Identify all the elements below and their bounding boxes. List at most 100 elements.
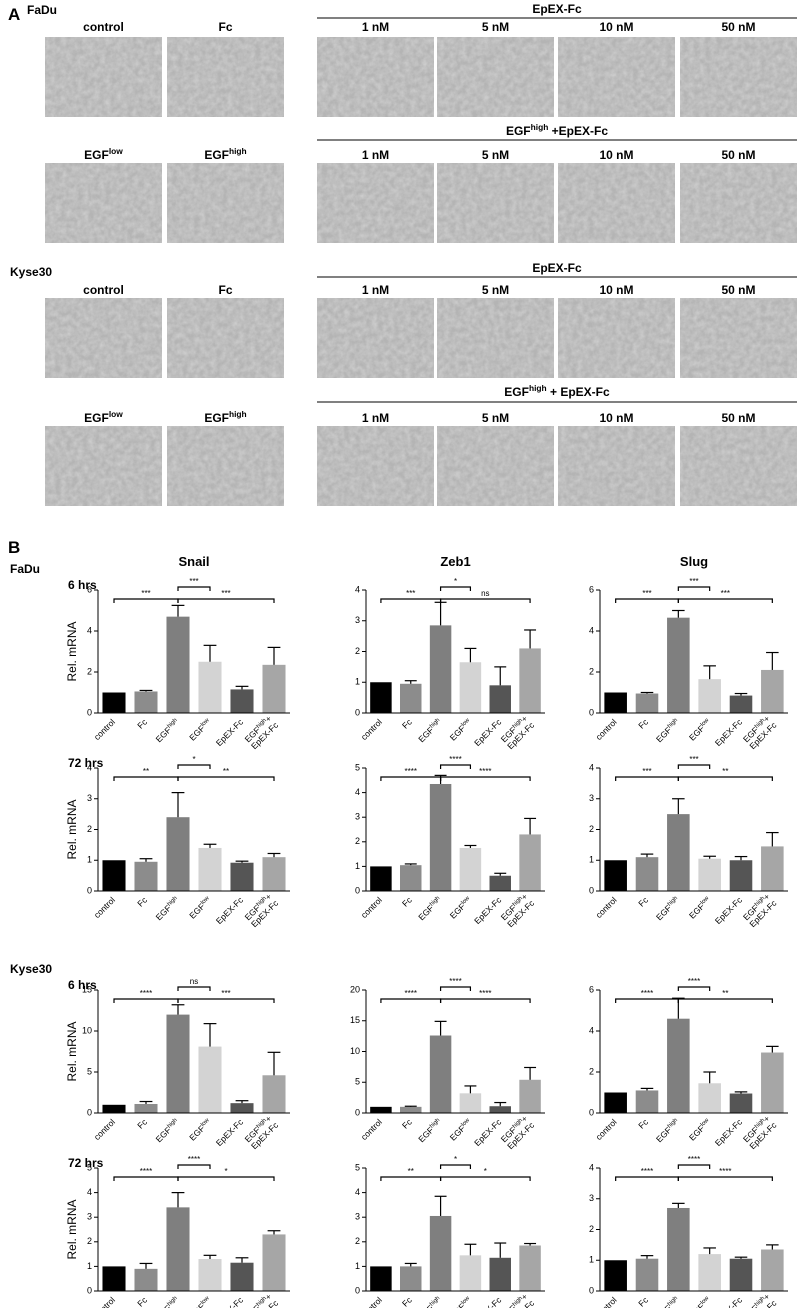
significance-bracket — [380, 776, 442, 781]
bar — [429, 783, 452, 891]
x-tick-label: EpEX-Fc — [713, 1294, 745, 1308]
significance-label: **** — [688, 977, 700, 986]
bar — [761, 846, 784, 891]
significance-bracket — [677, 986, 711, 991]
y-axis-label: Rel. mRNA — [65, 1021, 79, 1081]
time-label: 6 hrs — [68, 978, 97, 992]
significance-bracket — [380, 598, 442, 603]
x-tick-label: control — [594, 1117, 619, 1142]
y-axis-label: Rel. mRNA — [65, 1199, 79, 1259]
y-tick-label: 0 — [589, 1107, 594, 1117]
x-tick-label: EGFhigh — [154, 717, 181, 744]
x-tick-label: EGFhigh — [654, 895, 681, 922]
y-tick-label: 0 — [355, 885, 360, 895]
x-tick-label: EGFhigh — [154, 1117, 181, 1144]
x-tick-label: EGFhigh — [416, 717, 443, 744]
significance-label: **** — [719, 1167, 731, 1176]
x-tick-label: EGFhigh+EpEX-Fc — [499, 1113, 537, 1151]
bar — [429, 1215, 452, 1291]
significance-bracket — [615, 1176, 679, 1181]
y-tick-label: 4 — [589, 1162, 594, 1172]
bar — [667, 1018, 690, 1113]
significance-bracket — [380, 1176, 442, 1181]
y-tick-label: 4 — [87, 625, 92, 635]
y-tick-label: 6 — [87, 584, 92, 594]
y-tick-label: 15 — [82, 984, 92, 994]
bar — [604, 1260, 627, 1291]
y-tick-label: 0 — [355, 1285, 360, 1295]
x-tick-label: EpEX-Fc — [214, 894, 246, 926]
significance-bracket — [177, 986, 211, 991]
x-tick-label: EpEX-Fc — [214, 716, 246, 748]
y-tick-label: 3 — [355, 615, 360, 625]
significance-bracket — [677, 1176, 773, 1181]
time-label: 72 hrs — [68, 756, 104, 770]
x-tick-label: control — [359, 1295, 384, 1308]
bar — [370, 1106, 392, 1113]
significance-label: ** — [223, 767, 229, 776]
x-tick-label: Fc — [636, 1294, 650, 1308]
bar — [604, 860, 627, 891]
bar — [102, 860, 126, 891]
bar — [729, 1093, 753, 1113]
bar — [262, 857, 286, 891]
x-tick-label: Fc — [400, 716, 414, 730]
bar — [729, 1258, 753, 1291]
panel-label: B — [8, 538, 20, 557]
significance-bracket — [177, 586, 211, 591]
bar — [729, 695, 753, 713]
micrograph-texture — [680, 426, 797, 506]
y-tick-label: 0 — [87, 1285, 92, 1295]
x-tick-label: EGFlow — [187, 1294, 213, 1308]
y-tick-label: 4 — [87, 762, 92, 772]
dose-label: 1 nM — [362, 283, 389, 297]
y-tick-label: 2 — [87, 1236, 92, 1246]
x-tick-label: EGFhigh — [416, 895, 443, 922]
y-tick-label: 4 — [589, 1025, 594, 1035]
significance-bracket — [439, 986, 472, 991]
significance-bracket — [677, 598, 773, 603]
x-tick-label: EGFlow — [448, 1116, 474, 1142]
significance-label: ** — [722, 767, 728, 776]
y-tick-label: 5 — [87, 1066, 92, 1076]
x-tick-label: EGFhigh+EpEX-Fc — [243, 891, 281, 929]
y-tick-label: 2 — [355, 1236, 360, 1246]
x-tick-label: EGFlow — [448, 1294, 474, 1308]
micrograph-texture — [558, 163, 675, 243]
significance-label: * — [484, 1167, 487, 1176]
bar — [262, 1075, 286, 1113]
significance-label: ns — [190, 977, 198, 986]
x-tick-label: Fc — [400, 894, 414, 908]
time-label: 6 hrs — [68, 578, 97, 592]
x-tick-label: EGFhigh+EpEX-Fc — [499, 1291, 537, 1308]
y-tick-label: 1 — [87, 1261, 92, 1271]
chart-title: Snail — [178, 554, 209, 569]
dose-label: 50 nM — [721, 283, 755, 297]
significance-label: **** — [140, 989, 152, 998]
x-tick-label: EGFhigh+EpEX-Fc — [243, 713, 281, 751]
group-title: EGFhigh + EpEX-Fc — [504, 383, 610, 399]
y-tick-label: 2 — [355, 646, 360, 656]
bar — [698, 1254, 721, 1291]
micrograph-texture — [558, 298, 675, 378]
significance-bracket — [439, 764, 472, 769]
significance-bracket — [439, 586, 472, 591]
bar — [166, 817, 190, 891]
group-title: EGFhigh +EpEX-Fc — [506, 122, 608, 138]
dose-label: 5 nM — [482, 283, 509, 297]
y-tick-label: 4 — [355, 1187, 360, 1197]
significance-label: * — [454, 577, 457, 586]
x-tick-label: EGFhigh+EpEX-Fc — [741, 713, 779, 751]
bar — [635, 1090, 659, 1113]
y-tick-label: 2 — [589, 1066, 594, 1076]
bar — [698, 1083, 721, 1113]
y-tick-label: 0 — [87, 707, 92, 717]
significance-label: *** — [721, 589, 730, 598]
significance-label: **** — [479, 767, 491, 776]
x-tick-label: EGFlow — [187, 894, 213, 920]
x-tick-label: EGFhigh — [154, 1295, 181, 1308]
y-tick-label: 20 — [350, 984, 360, 994]
bar — [400, 865, 422, 891]
significance-label: *** — [221, 589, 230, 598]
